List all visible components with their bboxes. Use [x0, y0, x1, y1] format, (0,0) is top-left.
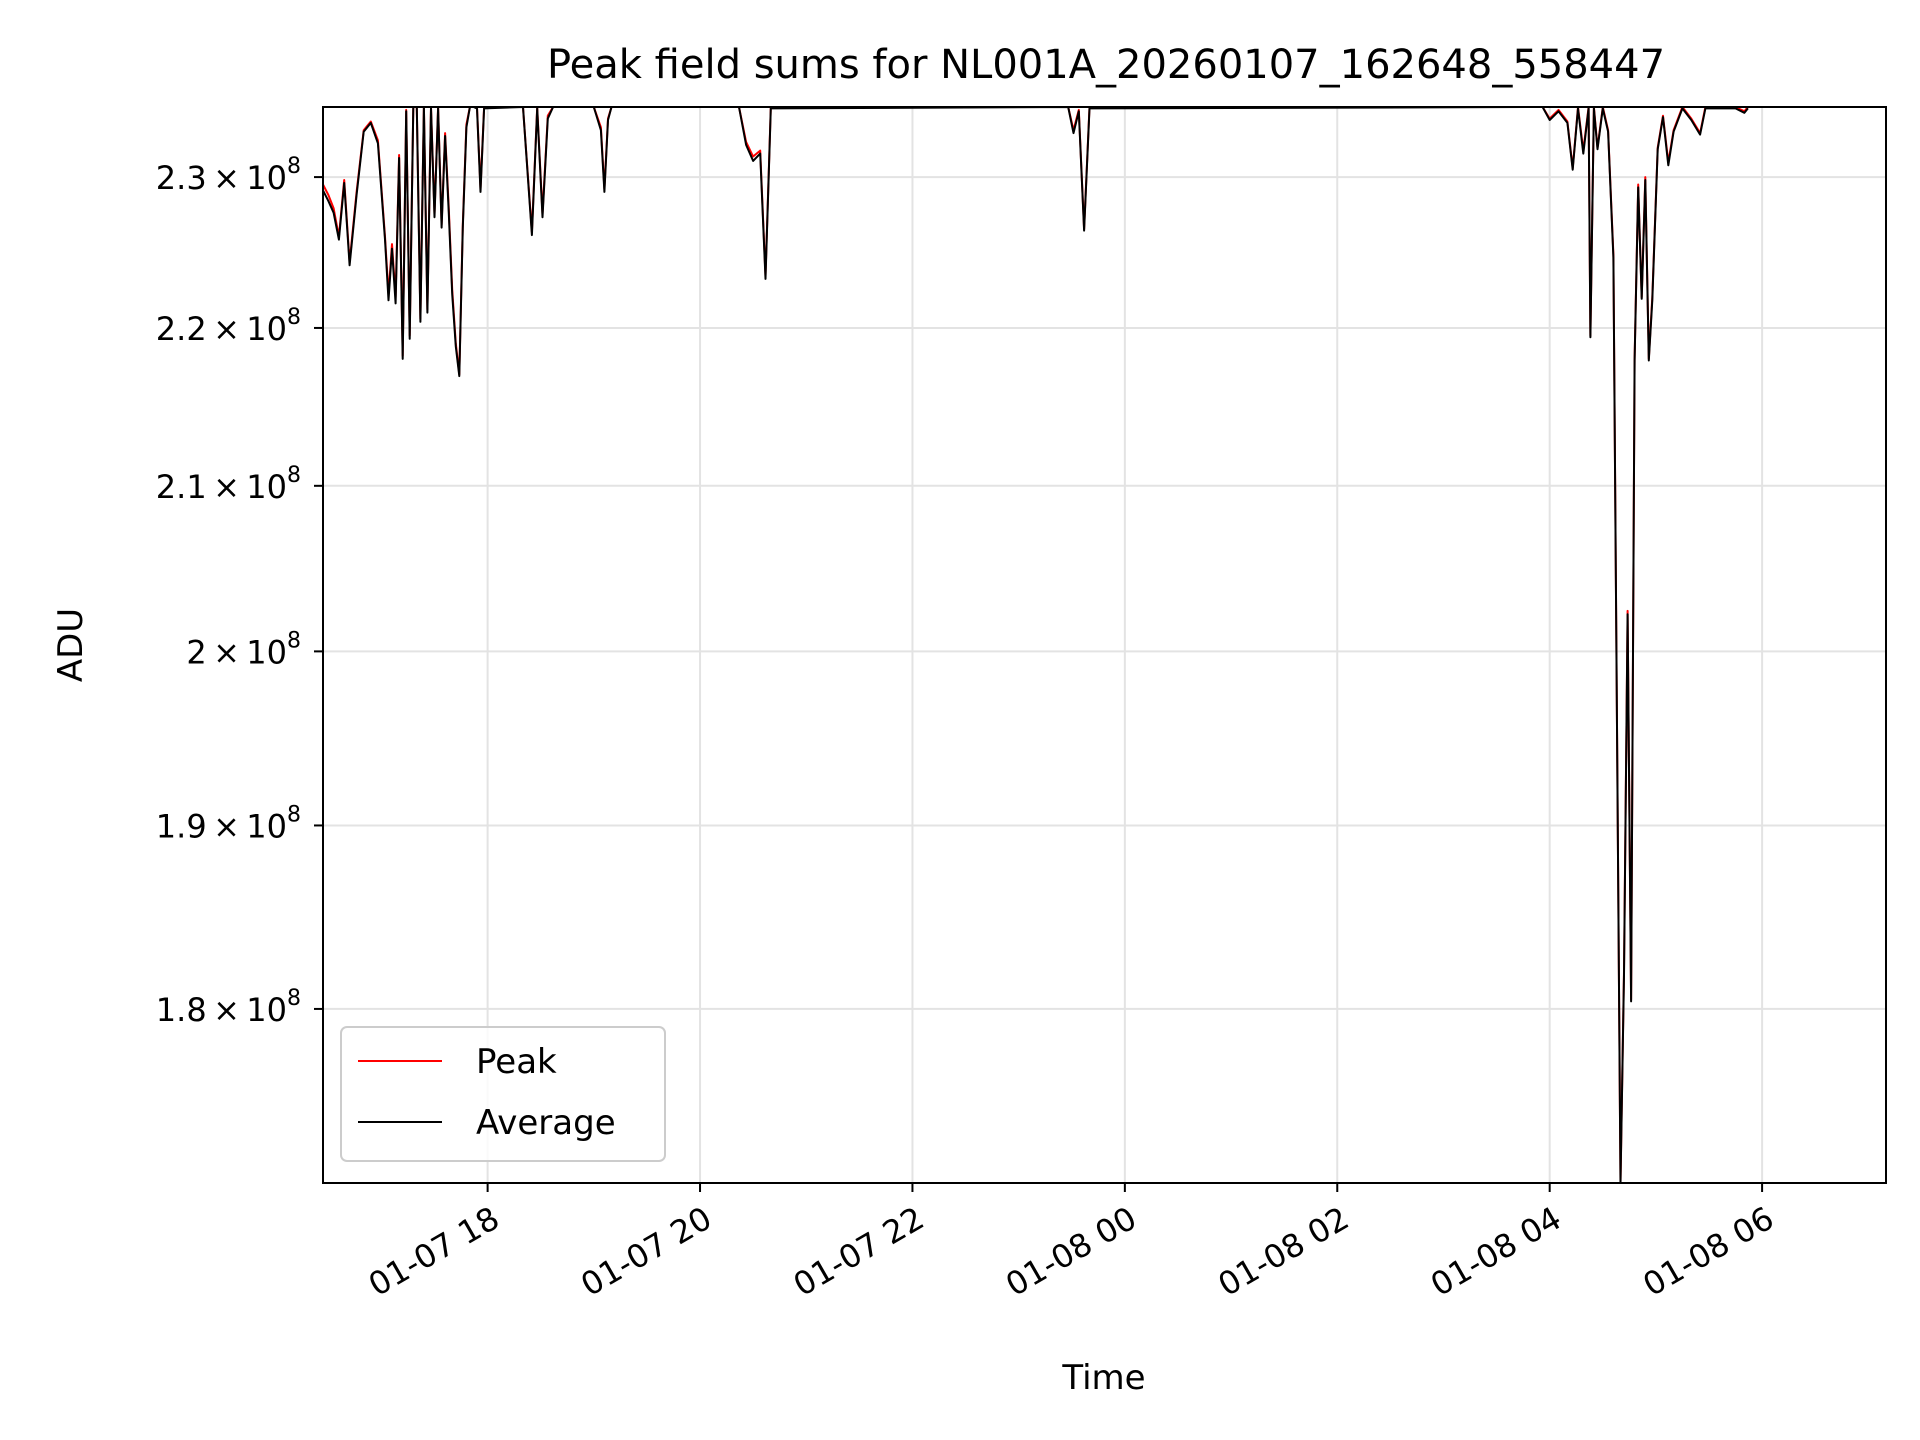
y-tick-exponent: 8 [287, 802, 301, 827]
y-tick-label: 2.1 × 108 [156, 463, 301, 506]
y-tick-exponent: 8 [287, 986, 301, 1011]
y-tick-times-ten: × 10 [207, 159, 287, 197]
y-tick-exponent: 8 [287, 154, 301, 179]
y-tick-exponent: 8 [287, 628, 301, 653]
legend-label-average: Average [476, 1103, 616, 1143]
y-tick-mantissa: 1.8 [156, 991, 207, 1029]
y-tick-mantissa: 2 [186, 633, 206, 671]
y-tick-label: 2.2 × 108 [156, 305, 301, 348]
y-tick-exponent: 8 [287, 463, 301, 488]
y-tick-mantissa: 2.2 [156, 310, 207, 348]
y-tick-mantissa: 2.1 [156, 468, 207, 506]
x-axis-label: Time [1061, 1358, 1145, 1398]
grid-lines [323, 107, 1886, 1183]
y-tick-mantissa: 1.9 [156, 807, 207, 845]
plot-frame [322, 106, 1887, 1184]
y-tick-label: 1.8 × 108 [156, 986, 301, 1029]
y-tick-times-ten: × 10 [207, 468, 287, 506]
y-tick-label: 2 × 108 [186, 628, 301, 671]
y-tick-label: 2.3 × 108 [156, 154, 301, 197]
y-axis-label: ADU [51, 608, 91, 682]
y-tick-label: 1.9 × 108 [156, 802, 301, 845]
y-tick-times-ten: × 10 [207, 310, 287, 348]
legend-label-peak: Peak [476, 1042, 557, 1082]
series-line-average [322, 106, 1749, 1184]
y-tick-times-ten: × 10 [207, 991, 287, 1029]
y-tick-times-ten: × 10 [207, 633, 287, 671]
chart-title: Peak field sums for NL001A_20260107_1626… [547, 42, 1665, 88]
series-lines [322, 106, 1749, 1184]
y-tick-mantissa: 2.3 [156, 159, 207, 197]
legend: Peak Average [340, 1026, 666, 1162]
y-tick-exponent: 8 [287, 305, 301, 330]
y-tick-times-ten: × 10 [207, 807, 287, 845]
